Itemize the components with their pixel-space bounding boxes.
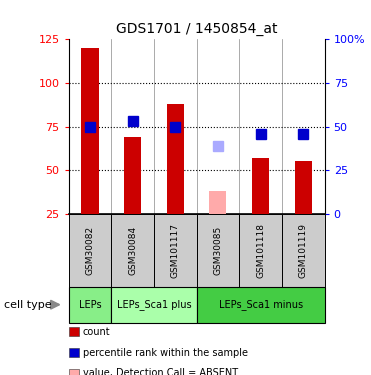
Bar xyxy=(154,214,197,287)
Bar xyxy=(82,48,99,214)
Bar xyxy=(252,158,269,214)
Bar xyxy=(111,287,197,322)
Bar xyxy=(210,191,226,214)
Bar xyxy=(69,287,111,322)
Bar xyxy=(197,214,239,287)
Bar xyxy=(167,104,184,214)
Title: GDS1701 / 1450854_at: GDS1701 / 1450854_at xyxy=(116,22,278,36)
Text: GSM30085: GSM30085 xyxy=(213,226,223,275)
Bar xyxy=(111,214,154,287)
Text: GSM30082: GSM30082 xyxy=(85,226,95,275)
Bar xyxy=(282,214,325,287)
Text: GSM101118: GSM101118 xyxy=(256,223,265,278)
Text: percentile rank within the sample: percentile rank within the sample xyxy=(83,348,248,357)
Bar xyxy=(197,287,325,322)
Text: GSM30084: GSM30084 xyxy=(128,226,137,275)
Bar xyxy=(69,214,111,287)
Bar xyxy=(295,161,312,214)
Bar xyxy=(124,137,141,214)
Text: GSM101117: GSM101117 xyxy=(171,223,180,278)
Text: LEPs: LEPs xyxy=(79,300,101,310)
Text: LEPs_Sca1 minus: LEPs_Sca1 minus xyxy=(219,299,303,310)
Text: LEPs_Sca1 plus: LEPs_Sca1 plus xyxy=(116,299,191,310)
Text: cell type: cell type xyxy=(4,300,51,310)
Bar xyxy=(239,214,282,287)
Text: GSM101119: GSM101119 xyxy=(299,223,308,278)
Text: count: count xyxy=(83,327,110,337)
Text: value, Detection Call = ABSENT: value, Detection Call = ABSENT xyxy=(83,368,238,375)
